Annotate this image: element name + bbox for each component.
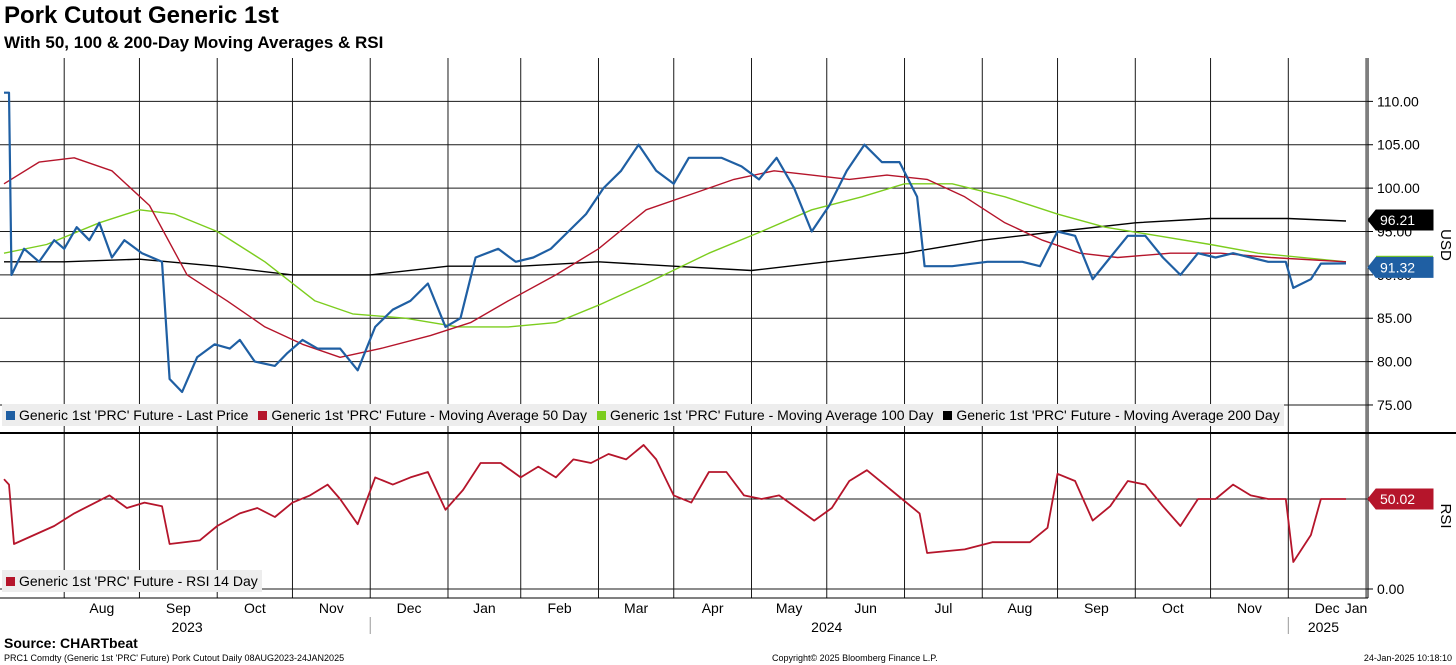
month-label: Oct xyxy=(244,600,266,616)
legend-swatch xyxy=(258,410,268,420)
rsi-tick-label: 0.00 xyxy=(1377,581,1404,597)
price-tick-label: 110.00 xyxy=(1377,93,1419,109)
month-label: Dec xyxy=(1315,600,1340,616)
legend-item: Generic 1st 'PRC' Future - Moving Averag… xyxy=(943,407,1280,423)
value-labels: 96.21 91.32 50.02 xyxy=(1367,209,1434,510)
legend-label: Generic 1st 'PRC' Future - Last Price xyxy=(19,407,249,423)
legend-label: Generic 1st 'PRC' Future - RSI 14 Day xyxy=(19,573,258,589)
price-axis-title: USD xyxy=(1437,229,1454,261)
grid-lines xyxy=(0,58,1368,598)
last-price-value-tag-shape xyxy=(1367,256,1434,278)
month-label: May xyxy=(776,600,802,616)
legend-swatch xyxy=(6,410,15,420)
legend-swatch xyxy=(6,576,15,586)
last-price-value-tag-text: 91.32 xyxy=(1380,259,1415,275)
year-label: 2023 xyxy=(172,619,203,635)
legend-item: Generic 1st 'PRC' Future - Moving Averag… xyxy=(596,407,934,423)
legend-item: Generic 1st 'PRC' Future - Last Price xyxy=(6,407,248,423)
ma50-line xyxy=(3,157,1347,358)
month-label: Aug xyxy=(89,600,114,616)
price-tick-label: 105.00 xyxy=(1377,137,1420,153)
price-tick-label: 80.00 xyxy=(1377,354,1412,370)
legend-label: Generic 1st 'PRC' Future - Moving Averag… xyxy=(956,407,1280,423)
legend-label: Generic 1st 'PRC' Future - Moving Averag… xyxy=(609,407,934,423)
month-label: Sep xyxy=(166,600,191,616)
legend-swatch xyxy=(943,410,953,420)
legend-swatch xyxy=(596,410,606,420)
rsi-line xyxy=(3,444,1346,563)
last-price-line xyxy=(4,91,1347,394)
ma100-line xyxy=(3,183,1347,328)
month-label: Nov xyxy=(1237,600,1262,616)
ma200-value-tag-shape xyxy=(1367,209,1434,231)
footer-description: PRC1 Comdty (Generic 1st 'PRC' Future) P… xyxy=(4,653,345,663)
month-label: Jan xyxy=(473,600,496,616)
month-label: Sep xyxy=(1084,600,1109,616)
ma200-line xyxy=(4,217,1347,276)
price-tick-label: 100.00 xyxy=(1377,180,1420,196)
month-label: Apr xyxy=(702,600,724,616)
ma200-value-tag-text: 96.21 xyxy=(1380,212,1415,228)
rsi-legend: Generic 1st 'PRC' Future - RSI 14 Day xyxy=(2,570,262,592)
price-legend: Generic 1st 'PRC' Future - Last Price Gen… xyxy=(2,404,1284,426)
source-note: Source: CHARTbeat xyxy=(4,635,138,651)
month-label: Dec xyxy=(397,600,422,616)
last-price-value-tag: 91.32 xyxy=(1367,256,1434,278)
year-label: 2025 xyxy=(1308,619,1339,635)
legend-item: Generic 1st 'PRC' Future - RSI 14 Day xyxy=(6,573,258,589)
footer-copyright: Copyright© 2025 Bloomberg Finance L.P. xyxy=(772,653,938,663)
month-label: Jun xyxy=(854,600,877,616)
chart-title: Pork Cutout Generic 1st xyxy=(4,2,279,29)
ma200-value-tag: 96.21 xyxy=(1367,209,1434,231)
month-label: Oct xyxy=(1162,600,1184,616)
rsi-value-tag-shape xyxy=(1367,488,1434,510)
price-tick-label: 75.00 xyxy=(1377,397,1412,413)
year-label: 2024 xyxy=(811,619,842,635)
series-lines xyxy=(3,91,1347,563)
rsi-value-tag-text: 50.02 xyxy=(1380,491,1415,507)
legend-label: Generic 1st 'PRC' Future - Moving Averag… xyxy=(271,407,587,423)
month-label: Nov xyxy=(319,600,344,616)
month-label: Feb xyxy=(548,600,572,616)
month-label: Jan xyxy=(1345,600,1368,616)
price-tick-label: 85.00 xyxy=(1377,310,1412,326)
month-label: Aug xyxy=(1007,600,1032,616)
month-label: Mar xyxy=(624,600,648,616)
month-label: Jul xyxy=(934,600,952,616)
footer-timestamp: 24-Jan-2025 10:18:10 xyxy=(1363,653,1452,663)
rsi-axis-title: RSI xyxy=(1437,503,1454,528)
chart-subtitle: With 50, 100 & 200-Day Moving Averages &… xyxy=(4,33,384,52)
legend-item: Generic 1st 'PRC' Future - Moving Averag… xyxy=(258,407,587,423)
rsi-value-tag: 50.02 xyxy=(1367,488,1434,510)
